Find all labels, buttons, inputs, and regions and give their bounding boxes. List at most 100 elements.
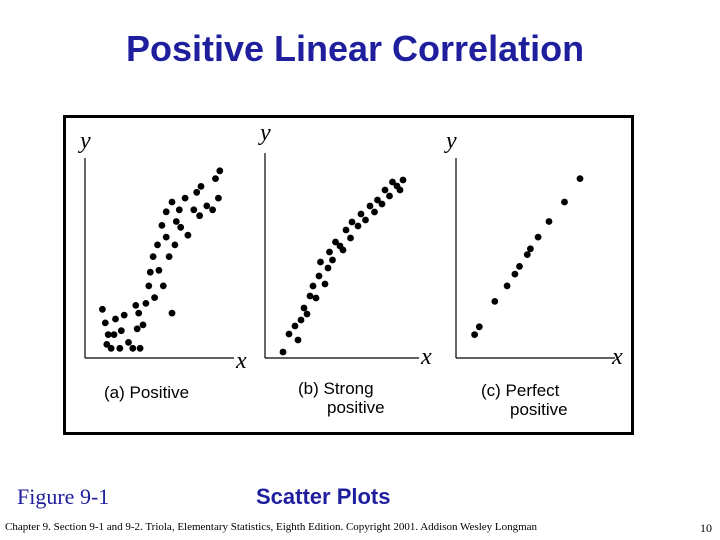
scatter-point: [511, 270, 519, 278]
scatter-point: [576, 175, 584, 183]
scatter-point: [297, 316, 305, 324]
scatter-point: [159, 282, 167, 290]
slide-title: Positive Linear Correlation: [125, 28, 585, 69]
scatter-point: [139, 321, 147, 329]
scatter-point: [362, 216, 369, 224]
scatter-panel-perfect-positive: yx: [444, 128, 623, 370]
scatter-point: [534, 233, 542, 241]
scatter-point: [386, 192, 393, 200]
scatter-point: [155, 266, 163, 274]
scatter-point: [381, 186, 389, 194]
scatter-point: [135, 309, 143, 317]
scatter-point: [175, 206, 183, 214]
scatter-point: [339, 246, 347, 254]
scatter-point: [209, 206, 217, 214]
scatter-point: [203, 202, 211, 210]
scatter-point: [332, 238, 339, 246]
scatter-point: [342, 226, 350, 234]
scatter-point: [347, 234, 354, 242]
scatter-point: [146, 268, 154, 276]
scatter-point: [503, 282, 511, 290]
scatter-point: [527, 245, 534, 253]
x-axis-label: x: [611, 344, 623, 370]
scatter-point: [212, 175, 219, 183]
scatter-point: [104, 331, 112, 338]
scatter-point: [285, 330, 293, 338]
scatter-point: [475, 323, 483, 331]
scatter-point: [396, 186, 404, 194]
scatter-point: [326, 248, 333, 256]
scatter-point: [491, 298, 499, 305]
scatter-point: [193, 188, 201, 196]
scatter-point: [471, 331, 478, 338]
scatter-panel-strong-positive: yx: [258, 120, 432, 370]
scatter-point: [291, 322, 299, 330]
y-axis-label: y: [444, 128, 457, 154]
scatter-point: [321, 280, 329, 288]
scatter-point: [317, 258, 324, 266]
scatter-point: [112, 315, 119, 323]
scatter-point: [142, 300, 150, 307]
scatter-point: [300, 304, 308, 312]
scatter-point: [177, 223, 185, 231]
scatter-point: [172, 218, 180, 225]
scatter-point: [149, 253, 157, 260]
scatter-point: [279, 348, 287, 356]
scatter-point: [99, 305, 106, 313]
scatter-point: [324, 264, 332, 272]
scatter-point: [168, 198, 176, 206]
figure-title: Scatter Plots: [256, 484, 391, 509]
scatter-point: [378, 200, 386, 208]
caption-line: positive: [510, 400, 568, 419]
scatter-point: [132, 302, 140, 309]
scatter-point: [107, 344, 115, 352]
scatter-point: [117, 327, 125, 335]
scatter-point: [306, 292, 314, 300]
scatter-point: [120, 311, 128, 319]
scatter-point: [374, 196, 381, 204]
scatter-point: [215, 194, 222, 202]
scatter-point: [158, 222, 166, 229]
scatter-point: [168, 309, 176, 317]
scatter-point: [162, 208, 170, 216]
scatter-point: [116, 344, 124, 352]
scatter-panel-positive: yx: [78, 128, 247, 374]
scatter-point: [165, 253, 173, 260]
figure-label: Figure 9-1: [17, 484, 110, 509]
scatter-point: [545, 218, 553, 225]
caption-line: (a) Positive: [104, 383, 190, 402]
scatter-point: [366, 202, 374, 210]
scatter-point: [389, 178, 396, 186]
scatter-point: [357, 210, 365, 218]
scatter-point: [197, 183, 205, 190]
scatter-point: [171, 241, 179, 249]
scatter-point: [329, 256, 336, 264]
scatter-point: [154, 241, 161, 249]
page-number: 10: [700, 521, 712, 535]
footer-citation: Chapter 9. Section 9-1 and 9-2. Triola, …: [5, 521, 538, 533]
scatter-point: [371, 208, 378, 216]
scatter-point: [103, 341, 111, 348]
scatter-point: [162, 233, 170, 241]
scatter-point: [190, 206, 198, 214]
scatter-point: [312, 294, 320, 302]
scatter-point: [516, 263, 523, 270]
caption-line: positive: [327, 398, 385, 417]
scatter-point: [303, 310, 311, 318]
scatter-point: [216, 167, 224, 175]
scatter-point: [151, 294, 159, 301]
scatter-point: [294, 336, 302, 344]
plots-frame: [63, 115, 634, 435]
scatter-point: [315, 272, 323, 280]
scatter-point: [184, 231, 192, 239]
x-axis-label: x: [235, 348, 247, 374]
scatter-point: [196, 212, 204, 220]
x-axis-label: x: [420, 344, 432, 370]
scatter-point: [145, 282, 153, 290]
caption-strong-positive: (b) Strong positive: [298, 379, 385, 417]
y-axis-label: y: [258, 120, 271, 146]
scatter-point: [136, 344, 144, 352]
scatter-point: [399, 176, 407, 184]
y-axis-label: y: [78, 128, 91, 154]
